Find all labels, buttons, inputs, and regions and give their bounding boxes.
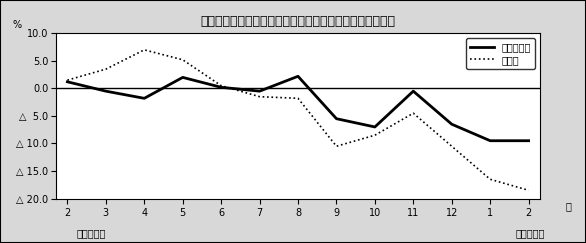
製造業	[448, 145, 455, 148]
調査産業計	[179, 76, 186, 79]
Text: 月: 月	[565, 201, 571, 211]
製造業	[103, 68, 110, 70]
Text: 平成１９年: 平成１９年	[76, 228, 105, 238]
調査産業計	[372, 125, 379, 128]
Text: %: %	[12, 20, 22, 30]
製造業	[217, 84, 224, 87]
製造業	[179, 58, 186, 61]
調査産業計	[410, 90, 417, 93]
製造業	[410, 112, 417, 115]
調査産業計	[141, 97, 148, 100]
調査産業計	[295, 75, 302, 78]
製造業	[525, 189, 532, 192]
調査産業計	[64, 80, 71, 83]
調査産業計	[486, 139, 493, 142]
調査産業計	[525, 139, 532, 142]
調査産業計	[333, 117, 340, 120]
調査産業計	[256, 90, 263, 93]
製造業	[256, 95, 263, 98]
製造業	[295, 97, 302, 100]
Legend: 調査産業計, 製造業: 調査産業計, 製造業	[466, 38, 535, 69]
製造業	[141, 48, 148, 51]
製造業	[486, 178, 493, 181]
Line: 調査産業計: 調査産業計	[67, 76, 529, 141]
Title: 第２図　所定外労働時間対前年比の推移（規模５人以上）: 第２図 所定外労働時間対前年比の推移（規模５人以上）	[200, 15, 396, 28]
製造業	[64, 79, 71, 82]
Line: 製造業: 製造業	[67, 50, 529, 190]
Text: 平成２０年: 平成２０年	[516, 228, 545, 238]
製造業	[372, 134, 379, 137]
調査産業計	[103, 90, 110, 93]
製造業	[333, 145, 340, 148]
調査産業計	[217, 86, 224, 89]
調査産業計	[448, 123, 455, 126]
